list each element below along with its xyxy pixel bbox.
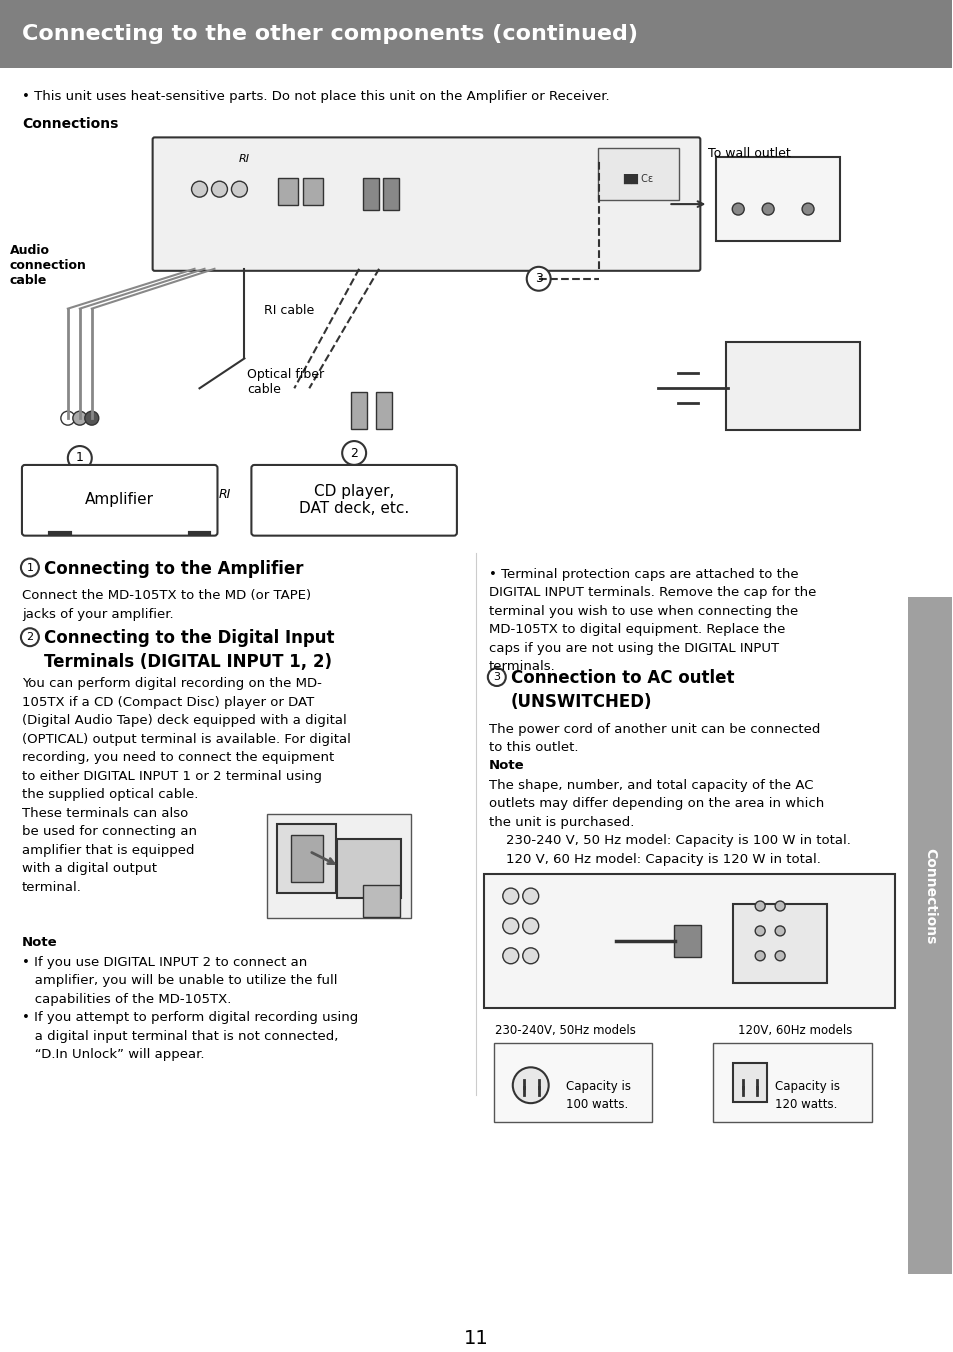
FancyBboxPatch shape [907, 598, 951, 1275]
FancyBboxPatch shape [252, 465, 456, 535]
Circle shape [232, 181, 247, 197]
Text: ██ Cε: ██ Cε [622, 174, 653, 184]
Circle shape [21, 629, 39, 646]
FancyBboxPatch shape [0, 0, 951, 68]
Text: 3: 3 [535, 272, 542, 285]
Circle shape [21, 558, 39, 576]
FancyBboxPatch shape [733, 1063, 766, 1102]
Circle shape [342, 441, 366, 465]
Circle shape [801, 203, 813, 215]
Text: 120V, 60Hz models: 120V, 60Hz models [737, 1023, 851, 1037]
Circle shape [212, 181, 227, 197]
Circle shape [522, 918, 538, 934]
Text: CD player,
DAT deck, etc.: CD player, DAT deck, etc. [298, 484, 409, 516]
FancyBboxPatch shape [278, 178, 298, 206]
FancyBboxPatch shape [152, 138, 700, 270]
Text: Connecting to the Amplifier: Connecting to the Amplifier [44, 560, 303, 577]
Circle shape [775, 926, 784, 936]
Circle shape [68, 446, 91, 470]
FancyBboxPatch shape [351, 392, 367, 429]
Circle shape [522, 888, 538, 904]
Text: Connections: Connections [922, 848, 936, 944]
Circle shape [487, 668, 505, 685]
Text: Note: Note [22, 936, 57, 949]
Circle shape [72, 411, 87, 425]
Circle shape [732, 203, 743, 215]
Text: • This unit uses heat-sensitive parts. Do not place this unit on the Amplifier o: • This unit uses heat-sensitive parts. D… [22, 89, 609, 103]
Text: 1: 1 [76, 452, 84, 465]
Circle shape [85, 411, 99, 425]
Circle shape [512, 1067, 548, 1103]
Circle shape [761, 203, 773, 215]
Text: RI: RI [238, 154, 250, 165]
FancyBboxPatch shape [494, 1044, 652, 1122]
Text: Connecting to the Digital Input
Terminals (DIGITAL INPUT 1, 2): Connecting to the Digital Input Terminal… [44, 629, 335, 671]
Text: Connect the MD-105TX to the MD (or TAPE)
jacks of your amplifier.: Connect the MD-105TX to the MD (or TAPE)… [22, 589, 311, 622]
Circle shape [502, 918, 518, 934]
Text: The power cord of another unit can be connected
to this outlet.: The power cord of another unit can be co… [488, 723, 820, 754]
FancyBboxPatch shape [674, 925, 700, 957]
FancyBboxPatch shape [716, 157, 839, 241]
Text: Capacity is
100 watts.: Capacity is 100 watts. [565, 1080, 630, 1111]
Circle shape [61, 411, 74, 425]
FancyBboxPatch shape [363, 886, 399, 917]
Text: 230-240V, 50Hz models: 230-240V, 50Hz models [495, 1023, 636, 1037]
Circle shape [775, 900, 784, 911]
FancyBboxPatch shape [375, 392, 392, 429]
Text: Note: Note [488, 758, 524, 772]
Text: 2: 2 [350, 446, 357, 460]
FancyBboxPatch shape [713, 1044, 871, 1122]
Circle shape [755, 900, 764, 911]
Circle shape [775, 950, 784, 961]
Circle shape [755, 926, 764, 936]
Text: Optical fiber
cable: Optical fiber cable [247, 368, 324, 396]
Circle shape [192, 181, 208, 197]
FancyBboxPatch shape [267, 814, 411, 918]
Text: • If you use DIGITAL INPUT 2 to connect an
   amplifier, you will be unable to u: • If you use DIGITAL INPUT 2 to connect … [22, 956, 357, 1061]
Text: 11: 11 [463, 1329, 488, 1348]
Text: Capacity is
120 watts.: Capacity is 120 watts. [775, 1080, 840, 1111]
Text: Amplifier: Amplifier [85, 492, 154, 507]
FancyBboxPatch shape [483, 875, 894, 1007]
FancyBboxPatch shape [336, 840, 400, 898]
Text: You can perform digital recording on the MD-
105TX if a CD (Compact Disc) player: You can perform digital recording on the… [22, 677, 351, 894]
Circle shape [755, 950, 764, 961]
FancyBboxPatch shape [733, 904, 826, 983]
FancyBboxPatch shape [363, 178, 378, 210]
Text: 3: 3 [493, 672, 499, 681]
Text: RI: RI [218, 488, 231, 500]
Text: Audio
connection
cable: Audio connection cable [10, 243, 87, 287]
Circle shape [502, 948, 518, 964]
Circle shape [522, 948, 538, 964]
Circle shape [526, 266, 550, 291]
Circle shape [502, 888, 518, 904]
Text: Connections: Connections [22, 118, 118, 131]
Text: Connecting to the other components (continued): Connecting to the other components (cont… [22, 24, 638, 43]
FancyBboxPatch shape [725, 342, 859, 430]
FancyBboxPatch shape [277, 825, 335, 894]
FancyBboxPatch shape [597, 149, 679, 200]
FancyBboxPatch shape [303, 178, 323, 206]
Text: RI cable: RI cable [264, 304, 314, 316]
FancyBboxPatch shape [22, 465, 217, 535]
Text: The shape, number, and total capacity of the AC
outlets may differ depending on : The shape, number, and total capacity of… [488, 779, 850, 865]
Text: Connection to AC outlet
(UNSWITCHED): Connection to AC outlet (UNSWITCHED) [510, 669, 734, 711]
Text: 1: 1 [27, 562, 33, 572]
Text: • Terminal protection caps are attached to the
DIGITAL INPUT terminals. Remove t: • Terminal protection caps are attached … [488, 568, 816, 673]
Text: To wall outlet: To wall outlet [707, 147, 790, 161]
FancyBboxPatch shape [383, 178, 398, 210]
FancyBboxPatch shape [291, 836, 323, 882]
Text: 2: 2 [27, 633, 33, 642]
